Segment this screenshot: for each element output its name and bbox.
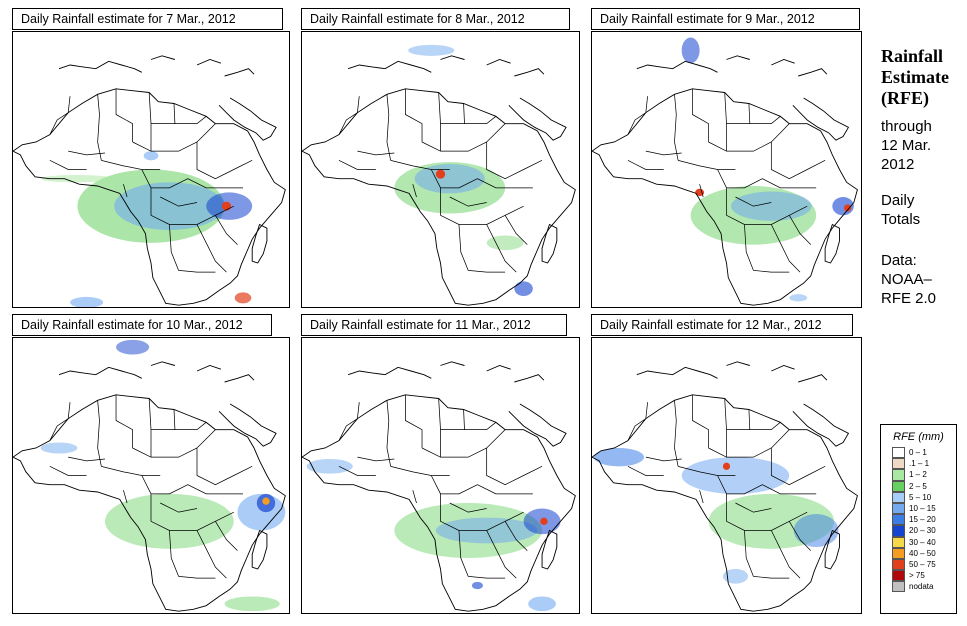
legend-label: 2 – 5: [909, 481, 927, 491]
legend-item: > 75: [892, 570, 956, 582]
africa-map-svg: [302, 44, 576, 306]
legend-swatch: [892, 469, 905, 481]
panel-title: Daily Rainfall estimate for 11 Mar., 201…: [301, 314, 567, 336]
legend-label: 50 – 75: [909, 559, 936, 569]
legend-swatch: [892, 458, 905, 470]
legend-swatch: [892, 558, 905, 571]
rain-patches: [306, 459, 561, 612]
legend-label: .1 – 1: [909, 459, 930, 469]
map-panel-6: Daily Rainfall estimate for 12 Mar., 201…: [591, 314, 862, 614]
map-panel-1: Daily Rainfall estimate for 7 Mar., 2012: [12, 8, 290, 308]
heading-line-1: Rainfall: [881, 46, 944, 66]
legend-swatch: [892, 525, 905, 537]
legend-label: nodata: [909, 582, 934, 592]
africa-map-svg: [302, 361, 576, 612]
legend-label: > 75: [909, 571, 925, 581]
legend-item: nodata: [892, 581, 956, 593]
through-block: through 12 Mar. 2012: [881, 117, 932, 174]
map-panel-4: Daily Rainfall estimate for 10 Mar., 201…: [12, 314, 290, 614]
panel-title: Daily Rainfall estimate for 8 Mar., 2012: [301, 8, 570, 30]
legend-label: 30 – 40: [909, 537, 936, 547]
legend-item: 0 – 1: [892, 447, 956, 459]
panel-title: Daily Rainfall estimate for 10 Mar., 201…: [12, 314, 272, 336]
legend-swatch: [892, 570, 905, 582]
legend-swatch: [892, 502, 905, 515]
legend-label: 10 – 15: [909, 504, 936, 514]
rainfall-map: [12, 337, 290, 614]
legend-swatch: [892, 547, 905, 559]
legend-item: 15 – 20: [892, 514, 956, 526]
legend-title: RFE (mm): [893, 431, 944, 443]
totals-line-2: Totals: [881, 211, 921, 228]
legend-label: 20 – 30: [909, 526, 936, 536]
totals-block: Daily Totals: [881, 191, 920, 229]
africa-map-svg: [13, 339, 286, 612]
source-line-1: NOAA–: [881, 271, 932, 288]
through-label: through: [881, 118, 932, 135]
legend-swatch: [892, 514, 905, 526]
source-block: Data: NOAA– RFE 2.0: [881, 251, 936, 308]
rainfall-map: [301, 337, 580, 614]
map-panel-3: Daily Rainfall estimate for 9 Mar., 2012: [591, 8, 862, 308]
panel-title: Daily Rainfall estimate for 12 Mar., 201…: [591, 314, 853, 336]
legend-label: 5 – 10: [909, 492, 932, 502]
legend-item: 40 – 50: [892, 547, 956, 559]
rain-patches: [681, 37, 854, 302]
legend-label: 1 – 2: [909, 470, 927, 480]
legend-label: 15 – 20: [909, 515, 936, 525]
rain-patches: [593, 448, 839, 584]
africa-map-svg: [13, 55, 286, 307]
legend-item: 50 – 75: [892, 558, 956, 571]
date-line-1: 12 Mar.: [881, 137, 932, 154]
africa-map-svg: [592, 361, 858, 612]
legend-item: 20 – 30: [892, 525, 956, 537]
legend-label: 40 – 50: [909, 548, 936, 558]
source-line-2: RFE 2.0: [881, 290, 937, 307]
legend-label: 0 – 1: [909, 448, 927, 458]
legend-swatch: [892, 536, 905, 548]
legend-item: .1 – 1: [892, 458, 956, 470]
heading-line-3: (RFE): [881, 88, 929, 108]
map-panel-5: Daily Rainfall estimate for 11 Mar., 201…: [301, 314, 580, 614]
legend-item: 1 – 2: [892, 469, 956, 481]
rainfall-map: [12, 31, 290, 308]
legend-swatch: [892, 447, 905, 459]
totals-line-1: Daily: [881, 192, 915, 209]
legend-item: 2 – 5: [892, 480, 956, 492]
africa-map-svg: [592, 37, 858, 306]
legend-swatch: [892, 491, 905, 503]
date-line-2: 2012: [881, 156, 915, 173]
rainfall-map: [591, 31, 862, 308]
heading-line-2: Estimate: [881, 67, 949, 87]
sidebar-heading: Rainfall Estimate (RFE): [881, 46, 949, 109]
legend-item: 30 – 40: [892, 536, 956, 548]
panel-title: Daily Rainfall estimate for 9 Mar., 2012: [591, 8, 860, 30]
panel-title: Daily Rainfall estimate for 7 Mar., 2012: [12, 8, 283, 30]
rainfall-map: [591, 337, 862, 614]
map-panel-2: Daily Rainfall estimate for 8 Mar., 2012: [301, 8, 580, 308]
rain-patches: [40, 151, 253, 307]
source-label: Data:: [881, 252, 917, 269]
legend-swatch: [892, 480, 905, 492]
legend-item: 5 – 10: [892, 491, 956, 503]
legend-item: 10 – 15: [892, 502, 956, 515]
rainfall-map: [301, 31, 580, 308]
legend-swatch: [892, 581, 905, 593]
rain-patches: [40, 339, 286, 612]
